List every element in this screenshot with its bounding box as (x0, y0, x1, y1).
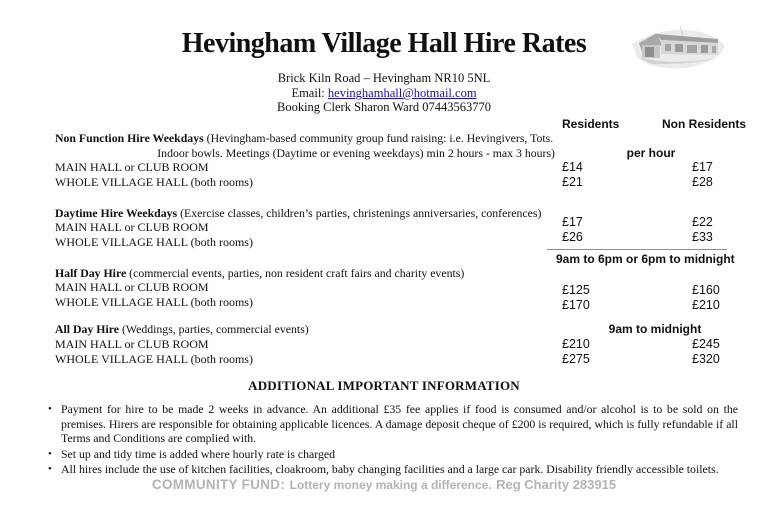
bullet-item: Payment for hire to be made 2 weeks in a… (48, 402, 738, 446)
rate-row: WHOLE VILLAGE HALL (both rooms) £170 £21… (0, 295, 768, 312)
section-header-half-day: Half Day Hire (commercial events, partie… (0, 266, 768, 282)
room-label: MAIN HALL or CLUB ROOM (55, 337, 209, 351)
section-description: (commercial events, parties, non residen… (129, 266, 465, 280)
room-label: MAIN HALL or CLUB ROOM (55, 160, 209, 174)
non-residents-rate: £210 (692, 298, 720, 312)
non-residents-rate: £17 (692, 160, 713, 174)
email-link[interactable]: hevinghamhall@hotmail.com (327, 86, 477, 100)
residents-rate: £14 (562, 160, 583, 174)
non-residents-rate: £320 (692, 352, 720, 366)
room-label: WHOLE VILLAGE HALL (both rooms) (55, 352, 253, 366)
section-description-line2: Indoor bowls. Meetings (Daytime or eveni… (157, 146, 555, 160)
non-residents-rate: £160 (692, 283, 720, 297)
section-description-line2-row: Indoor bowls. Meetings (Daytime or eveni… (0, 146, 768, 162)
bullet-item: Set up and tidy time is added where hour… (48, 447, 738, 462)
community-fund-footer: COMMUNITY FUND: Lottery money making a d… (0, 476, 768, 494)
rate-row: MAIN HALL or CLUB ROOM £125 £160 (0, 280, 768, 297)
non-residents-column-header: Non Residents (662, 117, 747, 131)
fund-label: COMMUNITY FUND: (151, 477, 286, 492)
section-name: All Day Hire (55, 322, 120, 336)
page-title: Hevingham Village Hall Hire Rates (181, 28, 587, 59)
email-line: Email: hevinghamhall@hotmail.com (0, 86, 768, 101)
non-residents-rate: £33 (692, 230, 713, 244)
room-label: WHOLE VILLAGE HALL (both rooms) (55, 235, 253, 249)
non-residents-rate: £245 (692, 337, 720, 351)
booking-clerk-line: Booking Clerk Sharon Ward 07443563770 (276, 100, 492, 114)
residents-rate: £170 (562, 298, 590, 312)
rate-basis-half-day: 9am to 6pm or 6pm to midnight (556, 252, 735, 266)
non-residents-rate: £22 (692, 215, 713, 229)
section-description: (Weddings, parties, commercial events) (121, 322, 309, 336)
email-label: Email: (291, 86, 325, 100)
section-description: (Hevingham-based community group fund ra… (206, 131, 554, 145)
residents-rate: £125 (562, 283, 590, 297)
room-label: MAIN HALL or CLUB ROOM (55, 280, 209, 294)
rate-row: WHOLE VILLAGE HALL (both rooms) £26 £33 (0, 230, 768, 251)
residents-rate: £210 (562, 337, 590, 351)
section-header-daytime: Daytime Hire Weekdays (Exercise classes,… (0, 206, 768, 222)
residents-column-header: Residents (562, 117, 620, 131)
residents-rate: £17 (562, 215, 583, 229)
section-name: Non Function Hire Weekdays (55, 131, 204, 145)
residents-rate: £26 (562, 230, 583, 244)
rate-basis-per-hour: per hour (626, 146, 676, 160)
residents-rate: £275 (562, 352, 590, 366)
rate-row: MAIN HALL or CLUB ROOM £17 £22 (0, 215, 768, 236)
address-line: Brick Kiln Road – Hevingham NR10 5NL (277, 71, 491, 85)
village-hall-photo (632, 25, 725, 69)
rate-basis-all-day: 9am to midnight (608, 322, 702, 336)
residents-rate: £21 (562, 175, 583, 189)
additional-info-list: Payment for hire to be made 2 weeks in a… (48, 402, 738, 478)
charity-number: Reg Charity 283915 (496, 477, 617, 492)
fund-text: Lottery money making a difference. (289, 478, 492, 492)
section-header-non-function: Non Function Hire Weekdays (Hevingham-ba… (0, 131, 768, 147)
rate-divider-line (547, 249, 727, 250)
rate-row: MAIN HALL or CLUB ROOM £14 £17 (0, 160, 768, 176)
room-label: WHOLE VILLAGE HALL (both rooms) (55, 175, 253, 189)
rate-row: WHOLE VILLAGE HALL (both rooms) £21 £28 (0, 175, 768, 191)
room-label: WHOLE VILLAGE HALL (both rooms) (55, 295, 253, 309)
section-name: Daytime Hire Weekdays (55, 206, 178, 220)
additional-info-heading: ADDITIONAL IMPORTANT INFORMATION (248, 378, 520, 393)
rate-row: MAIN HALL or CLUB ROOM £210 £245 (0, 337, 768, 353)
section-description: (Exercise classes, children’s parties, c… (180, 206, 542, 220)
non-residents-rate: £28 (692, 175, 713, 189)
rate-row: WHOLE VILLAGE HALL (both rooms) £275 £32… (0, 352, 768, 368)
room-label: MAIN HALL or CLUB ROOM (55, 220, 209, 234)
section-header-all-day: All Day Hire (Weddings, parties, commerc… (0, 322, 768, 338)
bullet-item: All hires include the use of kitchen fac… (48, 462, 738, 477)
section-name: Half Day Hire (55, 266, 127, 280)
